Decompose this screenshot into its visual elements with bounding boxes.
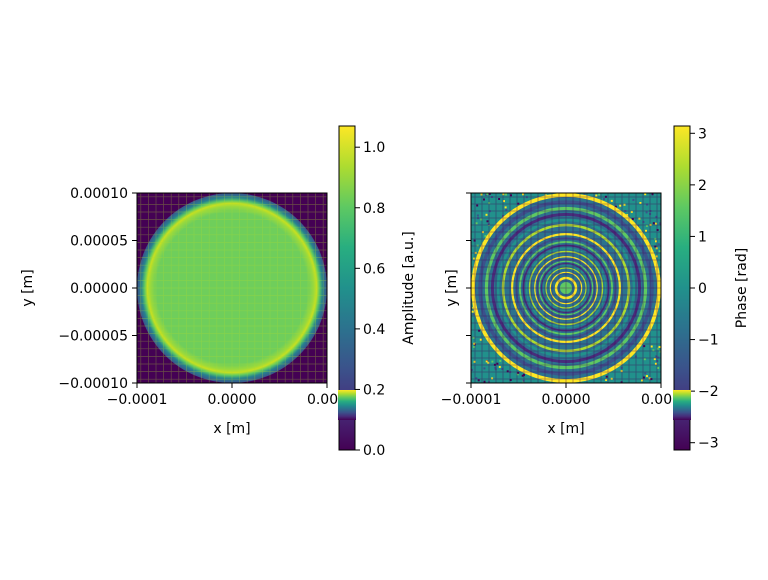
phase-xlabel: x [m] [547, 421, 584, 437]
phase-colorbar-tick-label: 2 [698, 178, 707, 194]
amplitude-colorbar [338, 125, 356, 451]
amplitude-y-tick-label: −0.00010 [58, 376, 128, 392]
amplitude-x-tick-label: 0.0000 [208, 392, 257, 408]
phase-panel: −0.0001 0.0000 0.000 x [m] y [m] −3 −2 −1 0 1 2… [441, 125, 750, 452]
phase-colorbar-tick-label: 0 [698, 281, 707, 297]
phase-ylabel: y [m] [444, 269, 460, 306]
amplitude-colorbar-tick-label: 0.2 [363, 382, 385, 398]
phase-colorbar-tick-label: −2 [698, 384, 719, 400]
amplitude-colorbar-tick-label: 0.0 [363, 443, 385, 459]
phase-image [471, 193, 661, 383]
amplitude-x-tick-label: −0.0001 [107, 392, 168, 408]
phase-colorbar-tick-label: 3 [698, 126, 707, 142]
amplitude-colorbar-tick-label: 1.0 [363, 140, 385, 156]
amplitude-colorbar-label: Amplitude [a.u.] [401, 231, 417, 344]
phase-x-tick-label: 0.0000 [542, 392, 591, 408]
phase-rings [471, 193, 661, 383]
phase-colorbar-tick-label: −3 [698, 436, 719, 452]
phase-x-tick-label: 0.000 [641, 392, 681, 408]
phase-colorbar-ticks: −3 −2 −1 0 1 2 3 [690, 126, 719, 452]
amplitude-y-ticks: −0.00010 −0.00005 0.00000 0.00005 0.00010 [58, 186, 137, 392]
phase-x-tick-label: −0.0001 [441, 392, 502, 408]
phase-colorbar-cover [673, 390, 691, 420]
amplitude-y-tick-label: 0.00010 [70, 186, 128, 202]
amplitude-colorbar-ticks: 0.0 0.2 0.4 0.6 0.8 1.0 [355, 140, 385, 459]
amplitude-y-tick-label: 0.00005 [70, 234, 128, 250]
phase-colorbar-tick-label: 1 [698, 229, 707, 245]
phase-colorbar-label: Phase [rad] [734, 248, 750, 328]
amplitude-colorbar-tick-label: 0.8 [363, 201, 385, 217]
amplitude-aperture [137, 193, 327, 383]
amplitude-y-tick-label: −0.00005 [58, 329, 128, 345]
phase-colorbar-tick-label: −1 [698, 333, 719, 349]
amplitude-y-tick-label: 0.00000 [70, 281, 128, 297]
phase-x-ticks: −0.0001 0.0000 0.000 [441, 383, 681, 408]
amplitude-ylabel: y [m] [20, 269, 36, 306]
phase-stripes [471, 193, 661, 383]
amplitude-xlabel: x [m] [213, 421, 250, 437]
amplitude-colorbar-cover [338, 390, 356, 420]
amplitude-image [137, 193, 327, 383]
phase-y-ticks [466, 192, 471, 384]
amplitude-colorbar-tick-label: 0.6 [363, 261, 385, 277]
amplitude-colorbar-tick-label: 0.4 [363, 322, 385, 338]
amplitude-x-tick-label: 0.000 [307, 392, 347, 408]
amplitude-texture [137, 193, 327, 383]
amplitude-panel: −0.0001 0.0000 0.000 −0.00010 −0.00005 0.000… [20, 125, 417, 459]
amplitude-x-ticks: −0.0001 0.0000 0.000 [107, 383, 347, 408]
